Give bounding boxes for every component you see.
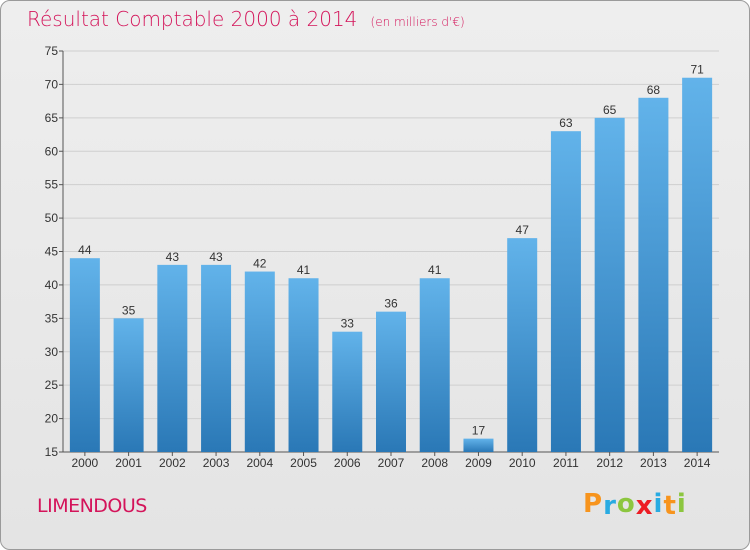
x-tick-label-2001: 2001 (115, 456, 142, 470)
bar-2011 (550, 131, 581, 452)
bar-2005 (288, 278, 319, 452)
data-label-2012: 65 (603, 103, 617, 117)
data-label-2002: 43 (166, 250, 180, 264)
logo-letter: x (635, 491, 654, 521)
logo-letter: t (663, 491, 677, 521)
y-tick-label: 25 (45, 378, 59, 392)
x-tick-label-2008: 2008 (421, 456, 448, 470)
bar-2013 (638, 97, 669, 453)
x-tick-label-2014: 2014 (684, 456, 711, 470)
bar-2010 (507, 238, 538, 452)
data-label-2009: 17 (472, 424, 486, 438)
y-tick-label: 75 (45, 44, 59, 58)
data-label-2014: 71 (690, 63, 704, 77)
data-label-2006: 33 (341, 317, 355, 331)
x-tick-label-2002: 2002 (159, 456, 186, 470)
bar-2001 (113, 318, 144, 452)
bar-2006 (332, 331, 363, 452)
y-tick-label: 20 (45, 412, 59, 426)
bar-2012 (594, 117, 625, 452)
x-tick-label-2010: 2010 (509, 456, 536, 470)
y-tick-label: 35 (45, 311, 59, 325)
y-tick-labels: 15 20 25 30 35 40 45 50 55 60 65 70 75 (45, 44, 59, 459)
y-tick-label: 50 (45, 211, 59, 225)
x-tick-label-2007: 2007 (378, 456, 405, 470)
data-label-2004: 42 (253, 257, 267, 271)
data-label-2007: 36 (384, 297, 398, 311)
bar-2014 (682, 77, 713, 452)
x-tick-label-2013: 2013 (640, 456, 667, 470)
logo-letter: i (676, 489, 687, 519)
data-label-2005: 41 (297, 263, 311, 277)
x-tick-label-2011: 2011 (553, 456, 579, 470)
x-tick-label-2012: 2012 (596, 456, 623, 470)
x-tick-label-2005: 2005 (290, 456, 317, 470)
bar-2000 (69, 258, 100, 452)
data-label-2013: 68 (647, 83, 661, 97)
logo-letter: P (583, 489, 604, 519)
x-tick-label-2006: 2006 (334, 456, 361, 470)
y-tick-label: 15 (45, 445, 59, 459)
commune-name: LIMENDOUS (37, 495, 147, 517)
y-tick-label: 65 (45, 111, 59, 125)
y-tick-label: 70 (45, 77, 59, 91)
x-tick-label-2004: 2004 (246, 456, 273, 470)
x-tick-labels: 2000 2001 2002 2003 2004 2005 2006 2007 2008 2009… (72, 452, 711, 470)
y-tick-label: 45 (45, 245, 59, 259)
logo-letter: o (616, 489, 636, 519)
bar-2008 (419, 278, 450, 452)
proxiti-logo[interactable]: Proxiti (583, 489, 687, 521)
bar-2004 (244, 271, 275, 452)
bar-2009 (463, 438, 494, 452)
bar-2002 (157, 264, 188, 452)
logo-letter: r (603, 491, 617, 521)
data-label-2000: 44 (78, 243, 92, 257)
bars (69, 77, 713, 453)
chart-title: Résultat Comptable 2000 à 2014 (en milli… (27, 7, 465, 31)
y-tick-label: 60 (45, 144, 59, 158)
data-label-2011: 63 (559, 116, 573, 130)
y-tick-label: 30 (45, 345, 59, 359)
data-label-2001: 35 (122, 303, 136, 317)
x-tick-label-2003: 2003 (203, 456, 230, 470)
logo-letter: i (653, 489, 664, 519)
y-tick-label: 40 (45, 278, 59, 292)
data-label-2003: 43 (209, 250, 223, 264)
y-tick-label: 55 (45, 178, 59, 192)
data-labels: 44 35 43 43 42 41 33 36 41 17 47 63 65 68 71 (78, 63, 704, 438)
chart-unit-note: (en milliers d'€) (370, 15, 465, 29)
bar-2007 (376, 311, 406, 452)
bar-2003 (201, 264, 232, 452)
x-tick-label-2000: 2000 (72, 456, 99, 470)
data-label-2008: 41 (428, 263, 442, 277)
data-label-2010: 47 (516, 223, 530, 237)
chart-title-text: Résultat Comptable 2000 à 2014 (27, 7, 358, 31)
x-tick-label-2009: 2009 (465, 456, 492, 470)
